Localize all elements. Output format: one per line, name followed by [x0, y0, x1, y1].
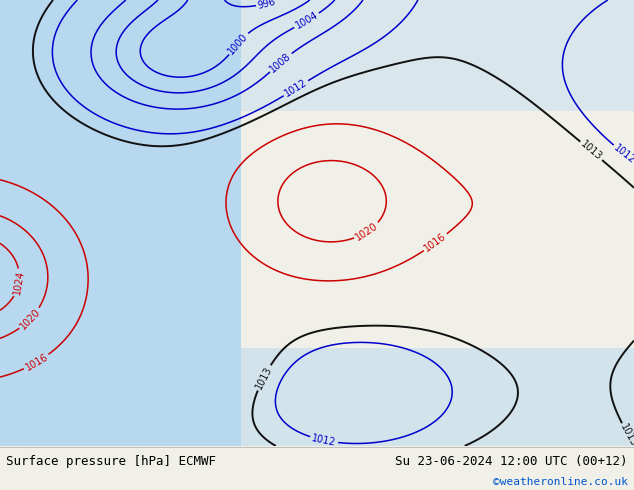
Text: 1024: 1024	[12, 270, 26, 295]
Text: 1016: 1016	[23, 352, 49, 372]
Text: 1012: 1012	[283, 77, 309, 99]
Bar	[241, 348, 634, 446]
Text: 1013: 1013	[254, 365, 274, 391]
Text: 1020: 1020	[18, 307, 42, 331]
Text: Su 23-06-2024 12:00 UTC (00+12): Su 23-06-2024 12:00 UTC (00+12)	[395, 455, 628, 468]
Text: 1012: 1012	[311, 433, 337, 448]
Text: 1008: 1008	[268, 51, 294, 74]
Text: Surface pressure [hPa] ECMWF: Surface pressure [hPa] ECMWF	[6, 455, 216, 468]
Text: 1013: 1013	[618, 423, 634, 449]
Text: 1004: 1004	[294, 10, 320, 31]
Text: 1013: 1013	[579, 139, 604, 163]
Bar	[0, 0, 634, 112]
Text: 1016: 1016	[423, 231, 448, 254]
Text: 1000: 1000	[226, 31, 250, 56]
Text: 1012: 1012	[612, 143, 634, 166]
Bar	[0, 0, 241, 446]
Text: 1020: 1020	[354, 220, 380, 243]
Text: 996: 996	[257, 0, 277, 10]
Text: ©weatheronline.co.uk: ©weatheronline.co.uk	[493, 477, 628, 487]
